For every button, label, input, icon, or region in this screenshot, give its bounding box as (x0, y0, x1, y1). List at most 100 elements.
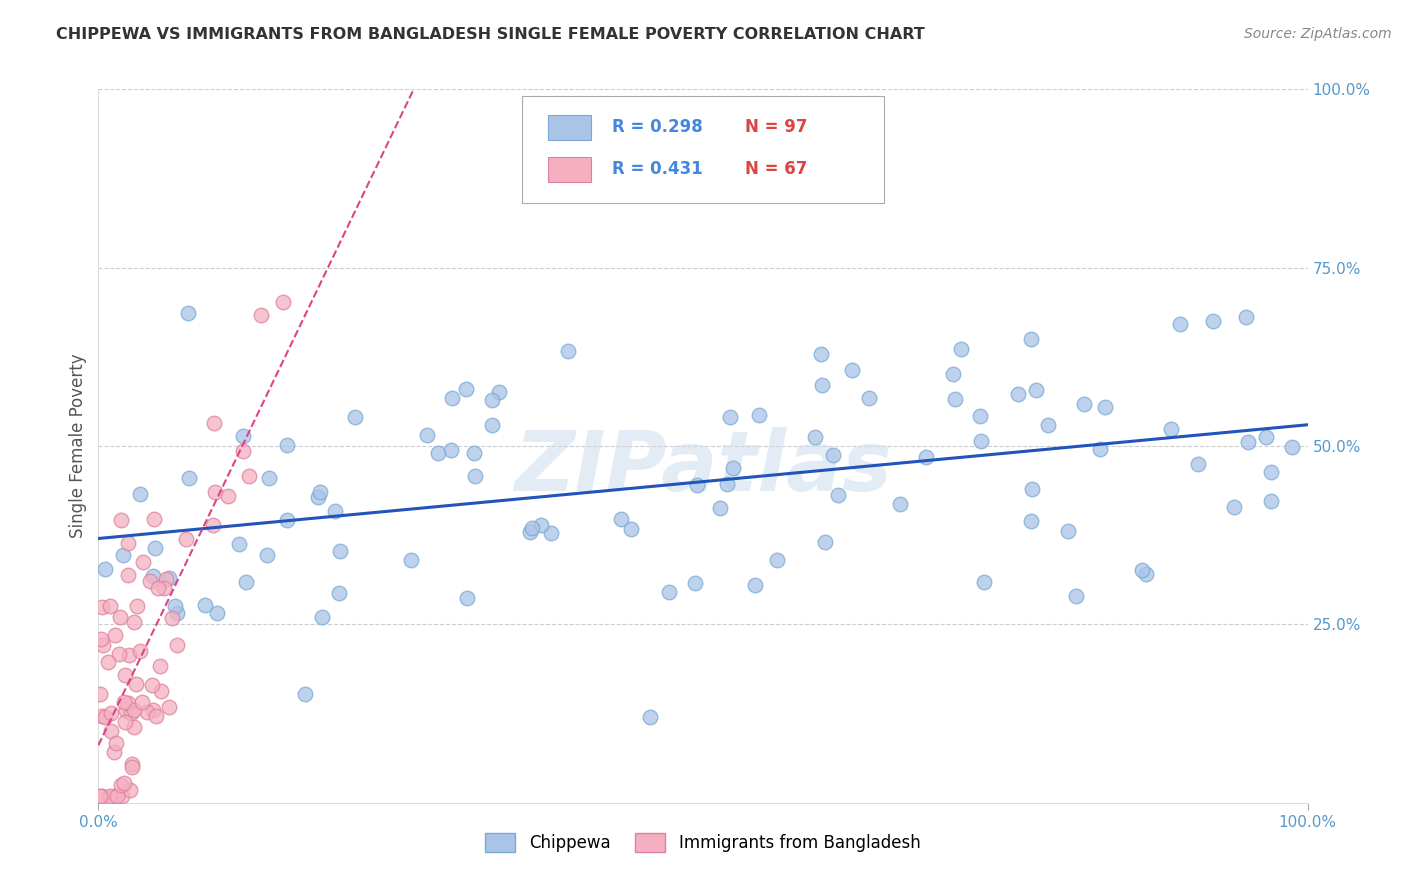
Point (1057, 524, 1080, 539)
FancyBboxPatch shape (522, 96, 884, 203)
Point (709, 501, 731, 516)
Point (124, 615, 146, 630)
Point (98, 789, 121, 803)
Point (91, 639, 114, 653)
Point (685, 575, 707, 590)
Point (1090, 442, 1112, 457)
Point (117, 696, 139, 710)
Point (344, 409, 367, 424)
Point (721, 460, 744, 475)
Point (294, 687, 316, 701)
Point (439, 442, 461, 457)
Point (232, 429, 254, 443)
Point (638, 710, 661, 724)
Point (117, 568, 139, 582)
Point (1135, 567, 1157, 582)
Point (143, 512, 166, 526)
Point (115, 703, 138, 717)
Point (112, 776, 135, 790)
Point (1025, 383, 1047, 397)
Point (814, 535, 837, 549)
Point (91, 708, 114, 723)
Point (89, 687, 111, 701)
Point (328, 586, 350, 600)
Point (686, 478, 709, 492)
Point (1187, 457, 1209, 471)
Point (1234, 310, 1257, 324)
Point (1130, 563, 1153, 577)
Point (858, 391, 880, 405)
Point (104, 628, 127, 642)
Point (1073, 397, 1095, 411)
Point (131, 695, 153, 709)
Point (157, 571, 180, 585)
Point (112, 694, 135, 708)
Point (166, 606, 188, 620)
Text: R = 0.298: R = 0.298 (613, 118, 703, 136)
Point (201, 517, 224, 532)
Point (120, 706, 142, 720)
Point (942, 367, 965, 381)
Point (1019, 333, 1042, 347)
Text: Source: ZipAtlas.com: Source: ZipAtlas.com (1244, 27, 1392, 41)
Point (914, 450, 936, 464)
Point (145, 709, 167, 723)
Point (118, 782, 141, 797)
Point (658, 585, 681, 599)
Point (176, 532, 198, 546)
Point (530, 517, 553, 532)
Point (1260, 465, 1282, 479)
Point (1036, 418, 1059, 433)
Point (121, 757, 143, 772)
Point (90, 789, 112, 803)
Point (149, 659, 172, 673)
Point (98, 599, 121, 613)
Point (105, 736, 128, 750)
Point (329, 544, 352, 558)
Point (217, 489, 239, 503)
Point (540, 525, 562, 540)
Y-axis label: Single Female Poverty: Single Female Poverty (69, 354, 87, 538)
Point (427, 446, 450, 460)
Point (464, 469, 486, 483)
Point (155, 572, 177, 586)
Point (456, 382, 478, 396)
Text: R = 0.431: R = 0.431 (613, 161, 703, 178)
Point (100, 706, 122, 721)
Point (810, 347, 832, 361)
Point (157, 700, 180, 714)
Point (401, 553, 423, 567)
Point (803, 429, 825, 443)
Point (257, 471, 280, 485)
Point (132, 556, 155, 570)
Point (1260, 494, 1282, 508)
Bar (548, 157, 591, 182)
Point (256, 549, 278, 563)
Point (238, 469, 260, 483)
Point (105, 789, 128, 803)
Point (309, 485, 332, 500)
Point (1160, 422, 1182, 436)
Point (228, 537, 250, 551)
Point (1237, 435, 1260, 450)
Point (973, 574, 995, 589)
Point (1202, 314, 1225, 328)
Point (149, 683, 172, 698)
Point (1170, 318, 1192, 332)
Point (122, 721, 145, 735)
Legend: Chippewa, Immigrants from Bangladesh: Chippewa, Immigrants from Bangladesh (479, 826, 927, 859)
Point (89, 789, 111, 803)
Text: N = 67: N = 67 (745, 161, 807, 178)
Point (114, 668, 136, 682)
Point (165, 599, 187, 614)
Point (110, 778, 132, 792)
Point (609, 512, 631, 526)
Point (110, 789, 132, 803)
Point (620, 522, 643, 536)
Point (440, 392, 463, 406)
Point (1094, 400, 1116, 414)
Point (1223, 500, 1246, 514)
Point (177, 306, 200, 320)
Point (1019, 514, 1042, 528)
Point (415, 428, 437, 442)
